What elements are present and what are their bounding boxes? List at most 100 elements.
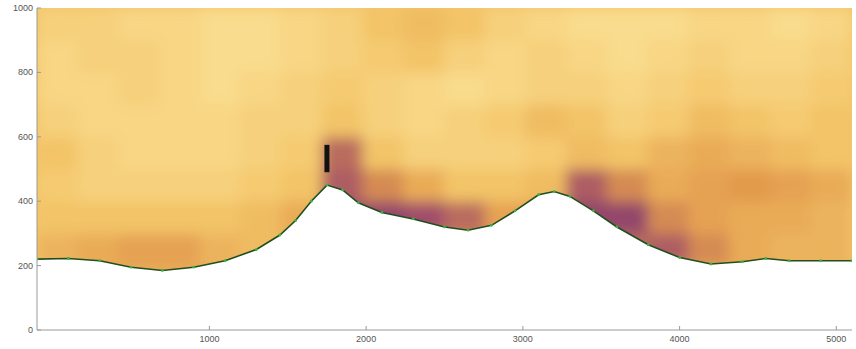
cell bbox=[159, 136, 201, 169]
y-tick-label: 800 bbox=[18, 67, 33, 77]
cell bbox=[811, 104, 852, 137]
cell bbox=[770, 297, 812, 330]
cell bbox=[729, 72, 771, 105]
terrain-point bbox=[592, 209, 595, 212]
cell bbox=[37, 265, 78, 298]
cell bbox=[729, 201, 771, 234]
cell bbox=[811, 169, 852, 202]
cell bbox=[444, 201, 486, 234]
cell bbox=[240, 72, 282, 105]
cell bbox=[281, 104, 323, 137]
cell bbox=[607, 265, 649, 298]
cell bbox=[444, 169, 486, 202]
cell bbox=[526, 136, 568, 169]
cell bbox=[526, 8, 568, 41]
cell bbox=[689, 201, 731, 234]
cell bbox=[37, 136, 78, 169]
cell bbox=[403, 297, 445, 330]
terrain-point bbox=[357, 201, 360, 204]
cell bbox=[566, 297, 608, 330]
cell bbox=[566, 8, 608, 41]
cell bbox=[689, 104, 731, 137]
y-tick bbox=[37, 8, 41, 9]
cell bbox=[37, 201, 78, 234]
terrain-point bbox=[819, 259, 822, 262]
cell bbox=[526, 104, 568, 137]
cell bbox=[118, 233, 160, 266]
terrain-point bbox=[161, 269, 164, 272]
terrain-point bbox=[412, 218, 415, 221]
cell bbox=[118, 104, 160, 137]
cell bbox=[77, 136, 119, 169]
cell bbox=[37, 104, 78, 137]
cell bbox=[403, 169, 445, 202]
x-tick-label: 2000 bbox=[356, 334, 376, 344]
cell bbox=[363, 169, 405, 202]
cell bbox=[811, 265, 852, 298]
cell bbox=[77, 169, 119, 202]
cell bbox=[770, 8, 812, 41]
cell bbox=[607, 297, 649, 330]
cell bbox=[403, 104, 445, 137]
cell bbox=[322, 169, 364, 202]
cell bbox=[689, 72, 731, 105]
cell bbox=[770, 265, 812, 298]
cell bbox=[37, 297, 78, 330]
cell bbox=[607, 104, 649, 137]
terrain-point bbox=[764, 257, 767, 260]
cell bbox=[485, 136, 527, 169]
terrain-point bbox=[98, 259, 101, 262]
cell bbox=[770, 136, 812, 169]
cell bbox=[403, 136, 445, 169]
cell bbox=[607, 136, 649, 169]
cell bbox=[485, 40, 527, 73]
cell bbox=[526, 201, 568, 234]
cell bbox=[526, 233, 568, 266]
cell bbox=[77, 104, 119, 137]
cell bbox=[159, 201, 201, 234]
x-tick bbox=[209, 326, 210, 330]
cell bbox=[770, 40, 812, 73]
cell bbox=[403, 233, 445, 266]
cell bbox=[159, 233, 201, 266]
cell bbox=[77, 297, 119, 330]
cell bbox=[689, 136, 731, 169]
cell bbox=[566, 72, 608, 105]
cell bbox=[729, 297, 771, 330]
cell bbox=[240, 297, 282, 330]
cell bbox=[566, 233, 608, 266]
cell bbox=[363, 72, 405, 105]
terrain-point bbox=[341, 189, 344, 192]
cell bbox=[566, 169, 608, 202]
cell bbox=[240, 40, 282, 73]
cell bbox=[240, 136, 282, 169]
terrain-point bbox=[741, 260, 744, 263]
cell bbox=[322, 265, 364, 298]
cell bbox=[77, 40, 119, 73]
terrain-point bbox=[380, 211, 383, 214]
cell bbox=[363, 8, 405, 41]
cell bbox=[444, 297, 486, 330]
terrain-point bbox=[224, 259, 227, 262]
x-tick bbox=[679, 326, 680, 330]
terrain-point bbox=[647, 243, 650, 246]
cell bbox=[322, 201, 364, 234]
cell bbox=[363, 136, 405, 169]
terrain-point bbox=[537, 193, 540, 196]
field bbox=[37, 8, 852, 330]
cell bbox=[770, 104, 812, 137]
cell bbox=[485, 233, 527, 266]
cell bbox=[729, 136, 771, 169]
y-tick-label: 200 bbox=[18, 261, 33, 271]
terrain-point bbox=[67, 257, 70, 260]
cell bbox=[118, 297, 160, 330]
terrain-point bbox=[130, 266, 133, 269]
cell bbox=[200, 136, 242, 169]
cell bbox=[485, 8, 527, 41]
x-tick bbox=[522, 326, 523, 330]
cell bbox=[770, 72, 812, 105]
cell bbox=[37, 40, 78, 73]
cell bbox=[37, 8, 78, 41]
x-tick-label: 3000 bbox=[513, 334, 533, 344]
cell bbox=[200, 201, 242, 234]
